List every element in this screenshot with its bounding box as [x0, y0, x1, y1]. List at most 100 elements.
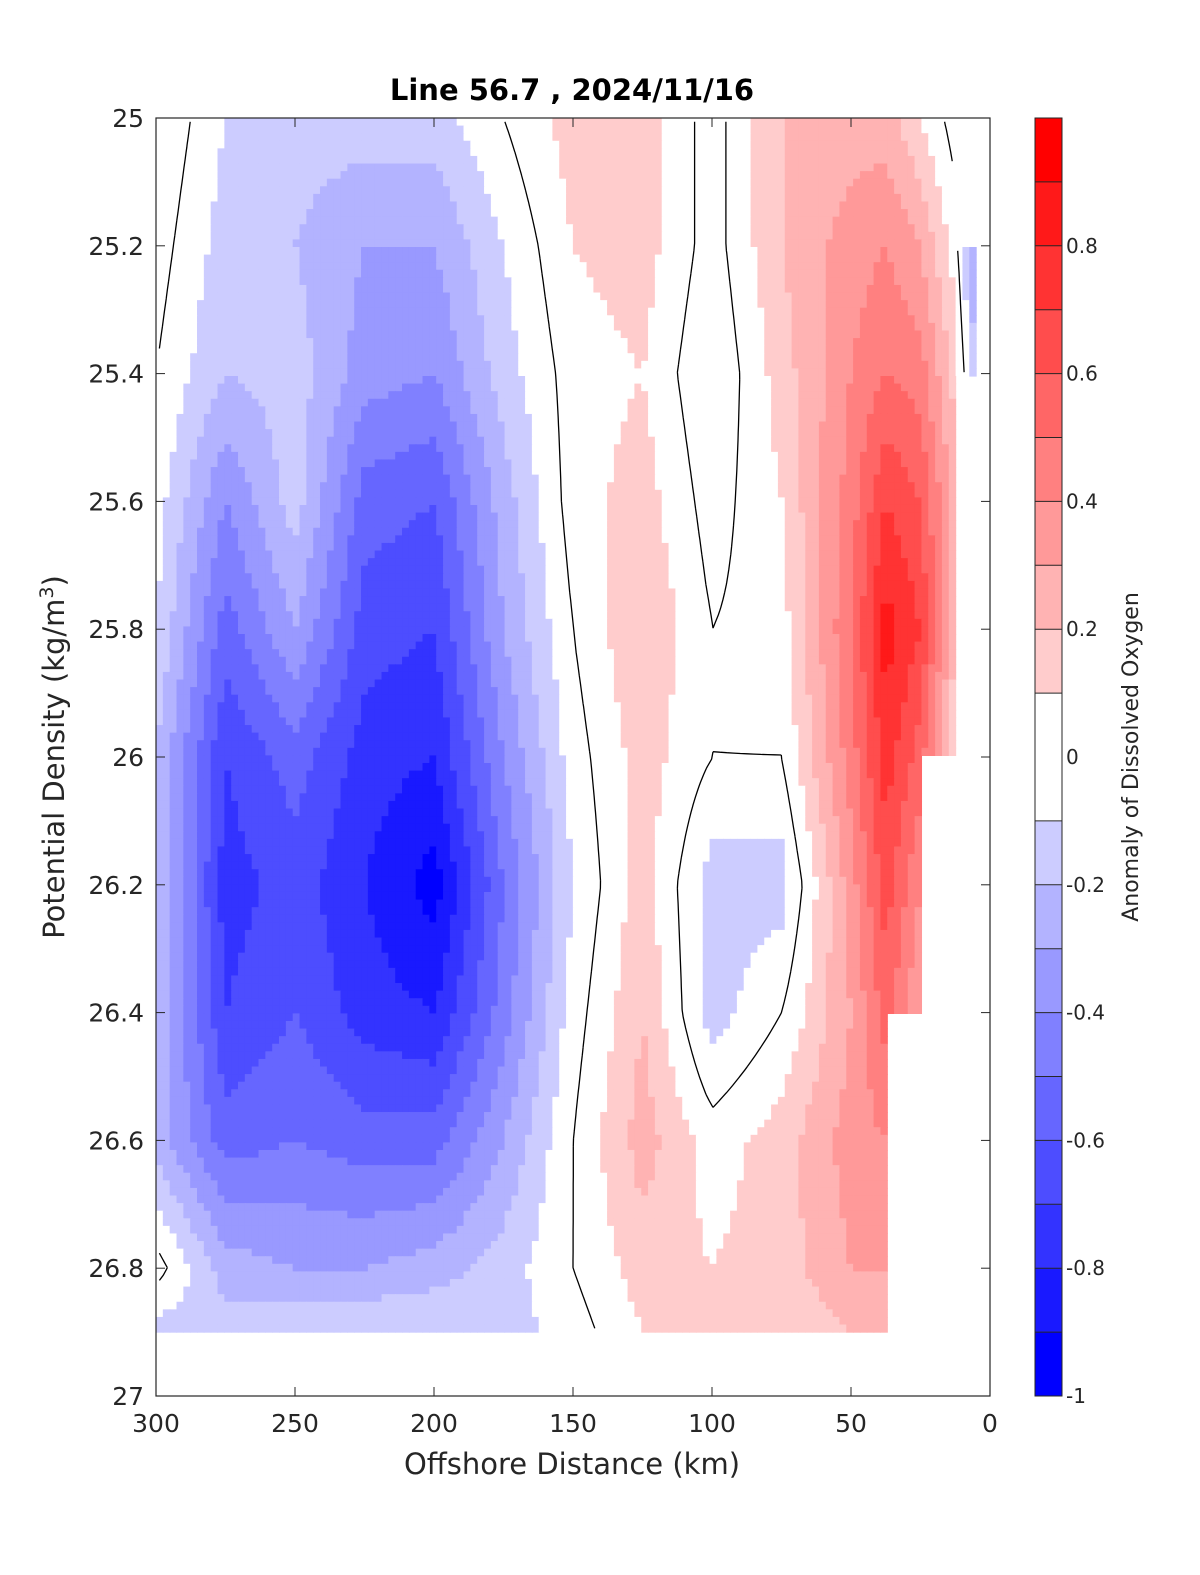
contour-cell	[272, 156, 279, 164]
contour-cell	[915, 126, 922, 134]
contour-cell	[915, 217, 922, 225]
contour-cell	[525, 422, 532, 430]
contour-cell	[511, 323, 518, 331]
contour-cell	[470, 164, 477, 172]
contour-cell	[908, 171, 915, 179]
contour-cell	[265, 247, 272, 255]
contour-cell	[696, 232, 703, 240]
contour-cell	[600, 164, 607, 172]
contour-cell	[833, 368, 840, 376]
contour-cell	[300, 293, 307, 301]
contour-cell	[532, 429, 539, 437]
contour-cell	[744, 391, 751, 399]
contour-cell	[648, 217, 655, 225]
contour-cell	[464, 308, 471, 316]
contour-cell	[860, 277, 867, 285]
contour-cell	[218, 368, 225, 376]
contour-cell	[710, 308, 717, 316]
contour-cell	[423, 300, 430, 308]
contour-cell	[805, 255, 812, 263]
contour-cell	[915, 429, 922, 437]
contour-cell	[737, 126, 744, 134]
contour-cell	[751, 429, 758, 437]
contour-cell	[388, 247, 395, 255]
contour-cell	[300, 422, 307, 430]
contour-cell	[894, 315, 901, 323]
contour-cell	[908, 315, 915, 323]
contour-cell	[368, 141, 375, 149]
contour-cell	[300, 126, 307, 134]
contour-cell	[587, 429, 594, 437]
contour-cell	[682, 399, 689, 407]
contour-cell	[607, 399, 614, 407]
contour-cell	[785, 255, 792, 263]
contour-cell	[942, 277, 949, 285]
contour-cell	[778, 247, 785, 255]
contour-cell	[703, 262, 710, 270]
contour-cell	[320, 429, 327, 437]
contour-cell	[928, 270, 935, 278]
contour-cell	[682, 148, 689, 156]
contour-cell	[874, 247, 881, 255]
contour-cell	[730, 164, 737, 172]
contour-cell	[511, 414, 518, 422]
contour-cell	[395, 186, 402, 194]
contour-cell	[491, 239, 498, 247]
contour-cell	[470, 368, 477, 376]
contour-cell	[518, 239, 525, 247]
contour-cell	[894, 346, 901, 354]
contour-cell	[259, 414, 266, 422]
contour-cell	[546, 194, 553, 202]
contour-cell	[607, 277, 614, 285]
contour-cell	[833, 346, 840, 354]
contour-cell	[771, 186, 778, 194]
contour-cell	[641, 376, 648, 384]
contour-cell	[190, 429, 197, 437]
contour-cell	[429, 353, 436, 361]
contour-cell	[450, 262, 457, 270]
contour-cell	[559, 255, 566, 263]
contour-cell	[744, 141, 751, 149]
contour-cell	[464, 338, 471, 346]
contour-cell	[737, 148, 744, 156]
contour-cell	[798, 330, 805, 338]
contour-cell	[689, 315, 696, 323]
contour-cell	[361, 209, 368, 217]
contour-cell	[915, 171, 922, 179]
contour-cell	[607, 133, 614, 141]
contour-cell	[313, 300, 320, 308]
contour-cell	[238, 156, 245, 164]
contour-cell	[908, 148, 915, 156]
contour-cell	[361, 171, 368, 179]
contour-cell	[470, 353, 477, 361]
contour-cell	[723, 186, 730, 194]
contour-cell	[853, 262, 860, 270]
contour-cell	[887, 285, 894, 293]
contour-cell	[327, 232, 334, 240]
contour-cell	[464, 429, 471, 437]
contour-cell	[682, 338, 689, 346]
contour-cell	[621, 429, 628, 437]
contour-cell	[655, 414, 662, 422]
contour-cell	[587, 277, 594, 285]
contour-cell	[628, 171, 635, 179]
contour-cell	[662, 209, 669, 217]
contour-cell	[559, 330, 566, 338]
contour-cell	[771, 308, 778, 316]
contour-cell	[429, 201, 436, 209]
contour-cell	[484, 118, 491, 126]
contour-cell	[382, 368, 389, 376]
contour-cell	[354, 224, 361, 232]
contour-cell	[265, 270, 272, 278]
contour-cell	[710, 164, 717, 172]
contour-cell	[491, 414, 498, 422]
contour-cell	[710, 156, 717, 164]
contour-cell	[156, 186, 163, 194]
contour-cell	[259, 368, 266, 376]
contour-cell	[593, 164, 600, 172]
contour-cell	[757, 338, 764, 346]
contour-cell	[744, 148, 751, 156]
contour-cell	[286, 346, 293, 354]
contour-cell	[238, 300, 245, 308]
contour-cell	[894, 414, 901, 422]
